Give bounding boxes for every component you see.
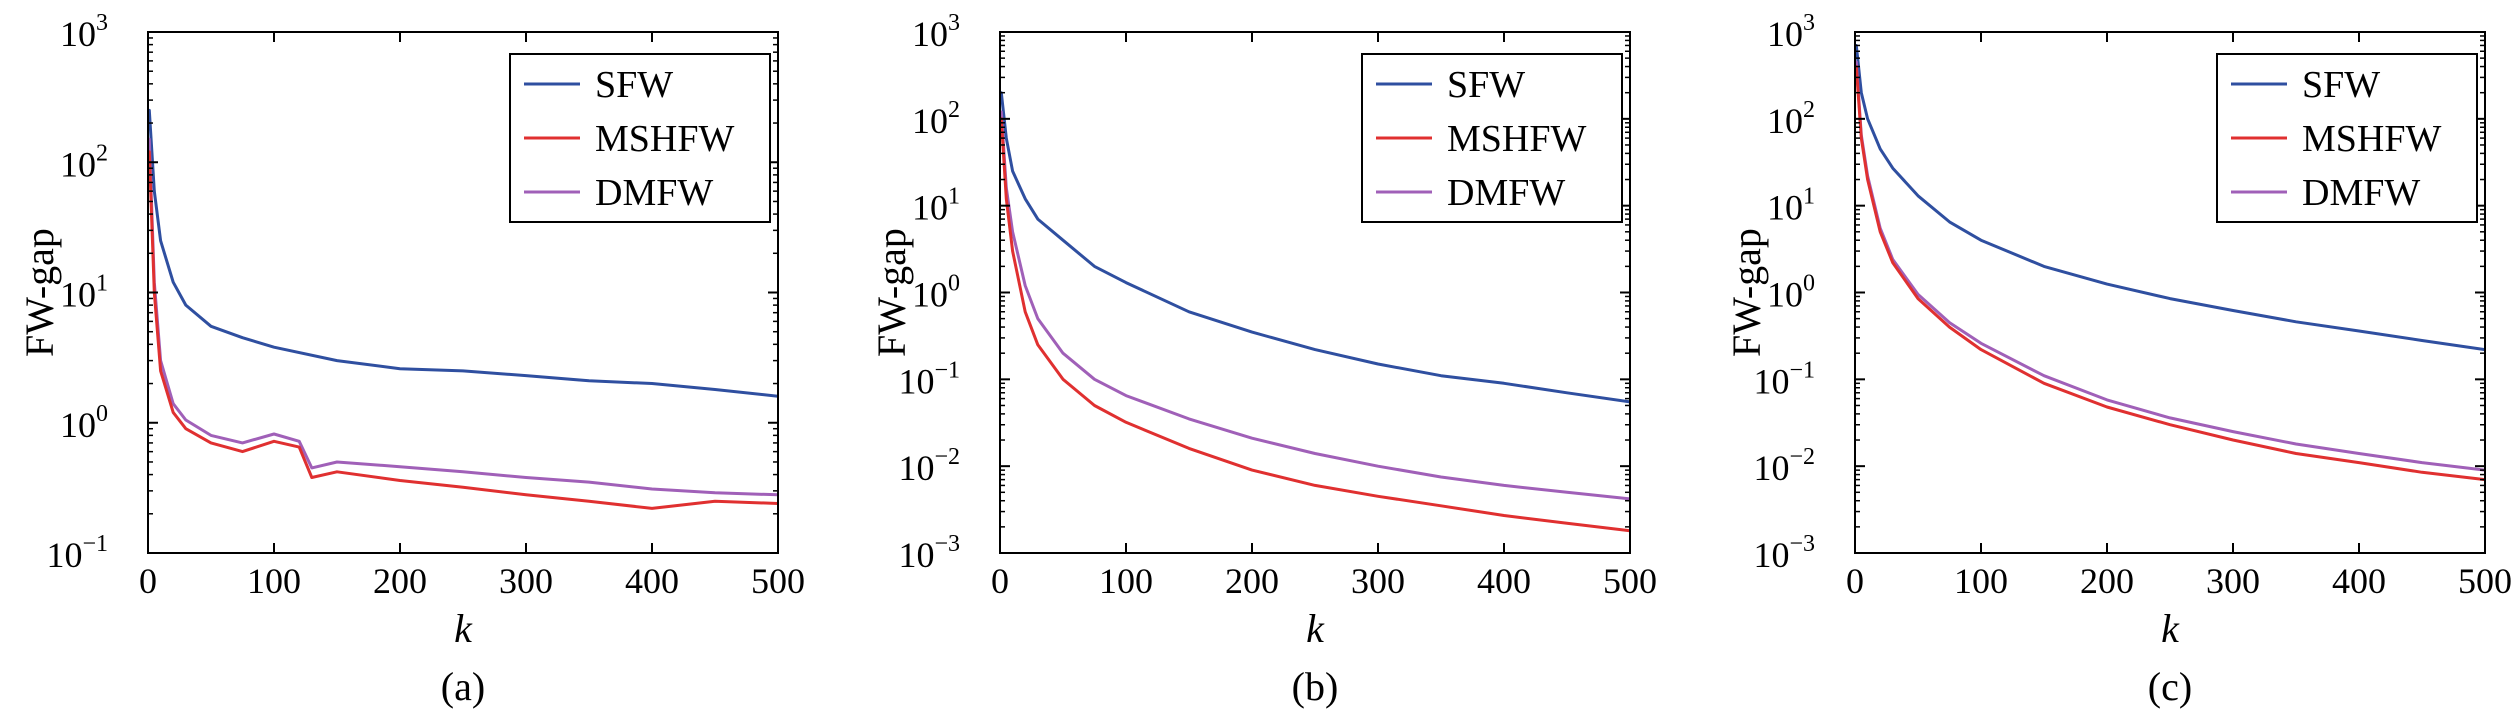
series-line-mshfw [1855,65,2485,482]
legend-label-sfw: SFW [2302,64,2380,106]
x-tick-label: 100 [1099,561,1153,601]
y-tick-label: 10−1 [898,357,960,401]
x-tick-label: 200 [373,561,427,601]
y-tick-label: 10−2 [1753,444,1815,488]
legend: SFW MSHFW DMFW [1361,53,1623,223]
y-tick-label: 10−2 [898,444,960,488]
series-group [148,108,778,510]
y-tick-label: 100 [60,401,108,445]
panel-caption: (b) [1292,664,1339,709]
panel-caption: (c) [2148,664,2192,709]
legend-label-mshfw: MSHFW [595,118,734,160]
panel-caption: (a) [441,664,485,709]
series-line-sfw [148,108,778,398]
series-line-dmfw [1000,110,1630,501]
y-tick-label: 102 [1767,97,1815,141]
x-tick-label: 100 [1954,561,2008,601]
y-tick-label: 10−3 [1753,531,1815,575]
y-axis-label: FW-gap [869,228,914,357]
x-tick-label: 500 [2458,561,2512,601]
legend-label-sfw: SFW [595,64,673,106]
x-tick-label: 400 [2332,561,2386,601]
y-tick-label: 103 [1767,10,1815,54]
chart-panel-1: 0 100 200 300 400 500 103 102 101 100 10−1 k FW-gap (… [17,10,805,709]
x-tick-label: 0 [139,561,157,601]
y-tick-label: 100 [912,271,960,315]
legend-label-sfw: SFW [1447,64,1525,106]
x-axis-label: k [1306,606,1325,651]
x-tick-label: 500 [1603,561,1657,601]
y-tick-label: 100 [1767,271,1815,315]
y-tick-label: 102 [60,140,108,184]
x-tick-label: 0 [991,561,1009,601]
series-line-sfw [1855,44,2485,352]
series-line-dmfw [148,137,778,497]
legend-label-mshfw: MSHFW [2302,118,2441,160]
series-group [1000,91,1630,533]
x-tick-label: 300 [2206,561,2260,601]
x-tick-label: 200 [1225,561,1279,601]
legend: SFW MSHFW DMFW [509,53,771,223]
y-axis-label: FW-gap [17,228,62,357]
y-tick-label: 10−1 [46,531,108,575]
series-line-mshfw [148,150,778,510]
y-tick-label: 103 [912,10,960,54]
x-tick-label: 400 [1477,561,1531,601]
y-tick-label: 103 [60,10,108,54]
chart-panel-2: 0 100 200 300 400 500 103 102 101 100 10−1 10−2 10−3… [869,10,1657,709]
x-tick-label: 200 [2080,561,2134,601]
y-tick-label: 10−3 [898,531,960,575]
x-tick-label: 400 [625,561,679,601]
x-tick-label: 100 [247,561,301,601]
x-tick-label: 0 [1846,561,1864,601]
y-tick-label: 102 [912,97,960,141]
x-axis-label: k [2161,606,2180,651]
legend-label-dmfw: DMFW [595,172,713,214]
y-tick-label: 101 [1767,184,1815,228]
x-tick-label: 300 [1351,561,1405,601]
x-tick-label: 300 [499,561,553,601]
legend-label-mshfw: MSHFW [1447,118,1586,160]
y-tick-label: 10−1 [1753,357,1815,401]
series-group [1855,44,2485,482]
series-line-sfw [1000,91,1630,404]
series-line-mshfw [1000,117,1630,533]
x-tick-label: 500 [751,561,805,601]
chart-panel-3: 0 100 200 300 400 500 103 102 101 100 10−1 10−2 10−3… [1724,10,2512,709]
y-axis-label: FW-gap [1724,228,1769,357]
legend-label-dmfw: DMFW [1447,172,1565,214]
legend: SFW MSHFW DMFW [2216,53,2478,223]
y-tick-label: 101 [912,184,960,228]
y-tick-label: 101 [60,271,108,315]
legend-label-dmfw: DMFW [2302,172,2420,214]
x-axis-label: k [454,606,473,651]
